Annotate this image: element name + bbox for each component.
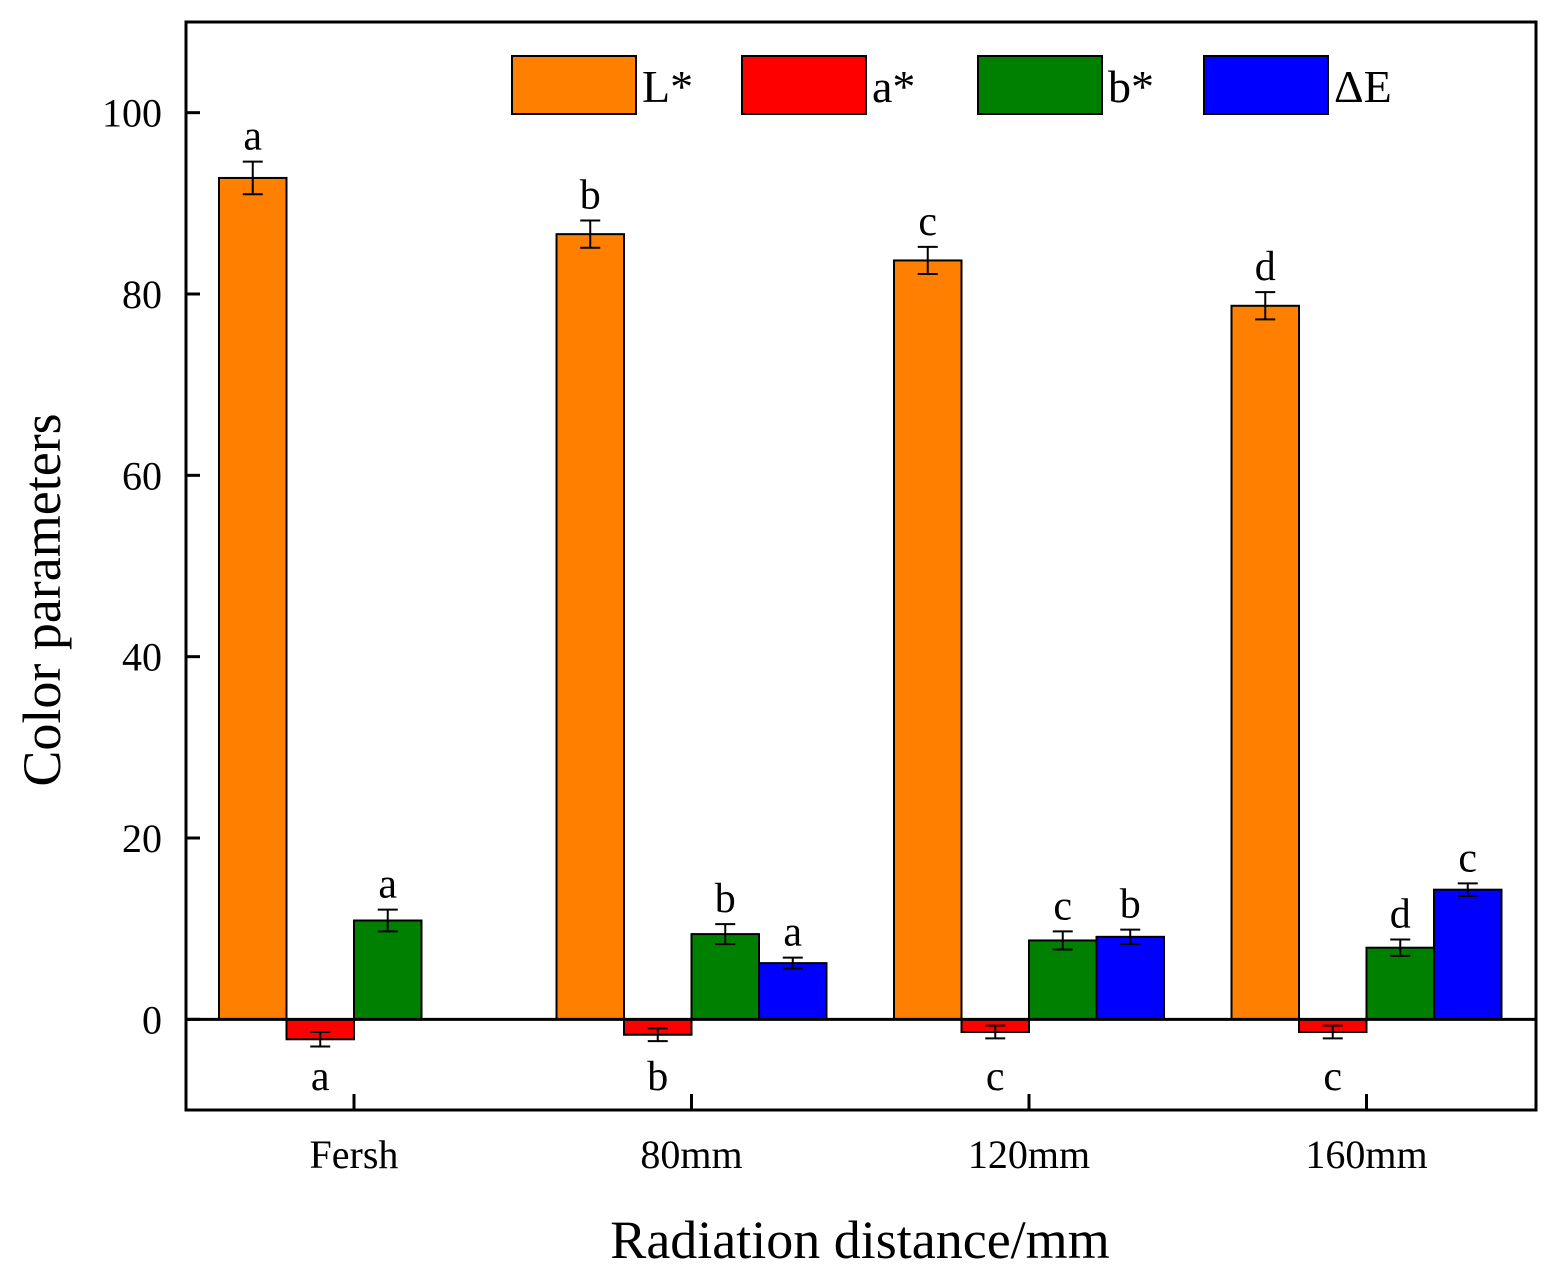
legend-swatch (741, 55, 867, 115)
y-tick-label: 100 (102, 91, 162, 136)
bar-b-80mm (690, 933, 760, 1021)
significance-letter: c (1053, 883, 1072, 929)
legend-swatch (977, 55, 1103, 115)
x-tick-label: 120mm (968, 1132, 1090, 1177)
significance-letter: a (243, 114, 262, 160)
legend: L* a* b* ΔE (511, 55, 1392, 115)
bar-b-fersh (353, 919, 423, 1021)
y-tick-label: 20 (122, 816, 162, 861)
bar-b-160mm (1365, 946, 1435, 1021)
bar-E-160mm (1433, 888, 1503, 1021)
significance-letter: c (918, 199, 937, 245)
significance-letter: b (1120, 882, 1141, 928)
x-tick-label: Fersh (310, 1132, 399, 1177)
significance-letter: c (1458, 835, 1477, 881)
significance-letter: b (647, 1054, 668, 1100)
legend-swatch (1203, 55, 1329, 115)
x-tick-label: 80mm (640, 1132, 742, 1177)
plot-frame (184, 20, 1538, 1112)
legend-swatch (511, 55, 637, 115)
significance-letter: c (1323, 1054, 1342, 1100)
legend-label: L* (642, 61, 693, 112)
y-tick-label: 40 (122, 635, 162, 680)
x-tick-label: 160mm (1305, 1132, 1427, 1177)
legend-label: b* (1108, 61, 1154, 112)
significance-letter: d (1255, 244, 1276, 290)
bar-L-160mm (1230, 304, 1300, 1021)
bars-layer (218, 160, 1503, 1048)
legend-label: a* (872, 61, 915, 112)
significance-letter: c (986, 1054, 1005, 1100)
significance-letter: a (311, 1054, 330, 1100)
significance-letter: b (580, 173, 601, 219)
y-tick-label: 0 (142, 997, 162, 1042)
labels-layer: a a a b b b a c c c b d c d c 0 20 40 60 80 100 Fersh 80mm 120m… (12, 91, 1477, 1270)
x-axis-title: Radiation distance/mm (610, 1210, 1109, 1270)
bar-E-80mm (758, 962, 828, 1021)
bar-L-80mm (555, 233, 625, 1021)
bar-b-120mm (1028, 939, 1098, 1021)
y-tick-label: 80 (122, 272, 162, 317)
legend-label: ΔE (1334, 61, 1392, 112)
significance-letter: a (378, 862, 397, 908)
significance-letter: d (1390, 892, 1411, 938)
bar-L-fersh (218, 176, 288, 1021)
y-axis-title: Color parameters (12, 413, 72, 786)
bar-E-120mm (1095, 935, 1165, 1021)
bar-L-120mm (893, 259, 963, 1021)
y-tick-label: 60 (122, 453, 162, 498)
significance-letter: b (715, 876, 736, 922)
axes-layer (184, 20, 1538, 1112)
significance-letter: a (783, 910, 802, 956)
